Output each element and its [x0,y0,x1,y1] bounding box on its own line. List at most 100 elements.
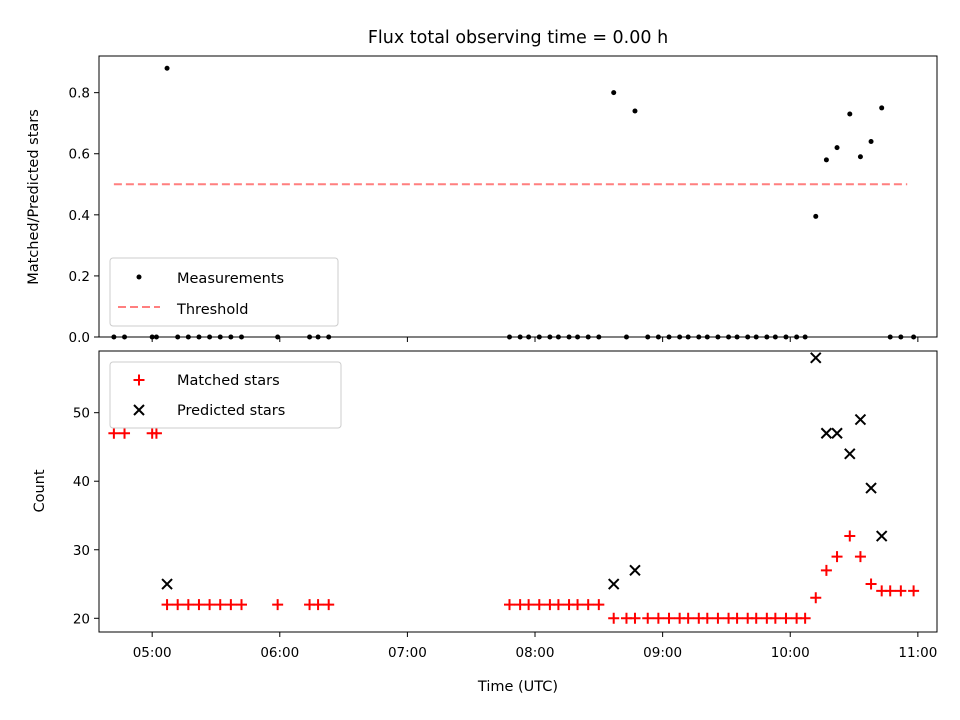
matched-stars-legend-marker [133,374,145,386]
ratio-y-axis-label: Matched/Predicted stars [26,109,42,285]
count-panel: Count Time (UTC) 20 30 40 50 05:00 06:00 07:0… [32,350,938,695]
matched-stars-point [844,530,856,542]
count-y-tick-label: 20 [73,611,90,627]
predicted-stars-point [820,427,833,439]
matched-stars-point [503,599,515,611]
count-y-tick-label: 50 [73,406,90,422]
matched-stars-point [831,551,843,563]
measurement-point [868,139,874,145]
x-tick-label: 09:00 [643,645,682,661]
matched-stars-point [854,551,866,563]
measurement-point [823,157,829,163]
measurement-point [632,108,638,114]
predicted-stars-point [854,413,867,426]
matched-stars-point [712,612,724,624]
matched-stars-point [161,599,173,611]
matched-stars-point [150,427,162,439]
count-y-tick-label: 30 [73,543,90,559]
count-panel-frame [98,350,938,633]
measurement-point [813,213,819,219]
matched-stars-point [593,599,605,611]
ratio-legend: Measurements Threshold [109,257,339,327]
predicted-stars-legend-marker [133,404,145,416]
predicted-stars-point [161,578,173,590]
measurement-point [834,145,840,151]
matched-stars-point [780,612,792,624]
ratio-y-tick-label: 0.4 [69,208,90,224]
matched-stars-point [682,612,694,624]
count-y-axis-label: Count [32,469,48,512]
matched-stars-point [884,585,896,597]
matched-stars-point [750,612,762,624]
measurement-point [879,105,885,111]
ratio-y-ticks: 0.0 0.2 0.4 0.6 0.8 [69,86,99,346]
ratio-x-ticks [151,337,919,342]
matched-stars-point [312,599,324,611]
predicted-stars-point [608,578,620,590]
predicted-stars-point [875,530,888,542]
x-tick-label: 10:00 [771,645,810,661]
matched-stars-point [799,612,811,624]
measurement-point [164,65,170,71]
predicted-stars-point [831,427,843,439]
predicted-stars-point [629,564,641,577]
count-legend-box [109,361,342,429]
matched-stars-point [108,427,120,439]
count-y-ticks: 20 30 40 50 [73,406,99,627]
x-tick-label: 06:00 [260,645,299,661]
matched-stars-point [731,612,743,624]
matched-stars-point [272,599,284,611]
matched-stars-point [663,612,675,624]
count-legend: Matched stars Predicted stars [109,361,342,429]
x-axis-label: Time (UTC) [477,679,558,695]
ratio-y-tick-label: 0.6 [69,147,90,163]
count-y-tick-label: 40 [73,474,90,490]
x-tick-label: 07:00 [388,645,427,661]
matched-stars-point [204,599,216,611]
matched-stars-point [820,564,832,576]
matched-stars-point [323,599,335,611]
matched-stars-point [908,585,920,597]
ratio-panel: Matched/Predicted stars 0.00.20.40.60.8 … [26,55,938,346]
matched-stars-point [642,612,654,624]
matched-stars-point [172,599,184,611]
predicted-stars-legend-label: Predicted stars [177,403,285,419]
matched-stars-point [214,599,226,611]
chart-title: Flux total observing time = 0.00 h [368,28,668,48]
matched-stars-point [629,612,641,624]
count-x-ticks: 05:00 06:00 07:00 08:00 09:00 10:00 11:00 [133,632,937,661]
measurement-point [847,111,853,117]
count-plot-area [108,352,920,624]
x-tick-label: 08:00 [516,645,555,661]
matched-stars-point [533,599,545,611]
ratio-panel-frame [98,55,938,338]
matched-stars-point [652,612,664,624]
matched-stars-point [236,599,248,611]
matched-stars-point [193,599,205,611]
measurement-point [857,154,863,160]
predicted-stars-point [810,352,822,364]
ratio-y-tick-label: 0.2 [69,269,90,285]
x-tick-label: 11:00 [898,645,937,661]
measurements-legend-marker [136,274,142,280]
matched-stars-point [182,599,194,611]
matched-stars-point [225,599,237,611]
matched-stars-legend-label: Matched stars [177,373,280,389]
matched-stars-point [769,612,781,624]
matched-stars-point [608,612,620,624]
matched-stars-point [865,578,877,590]
ratio-y-tick-label: 0.0 [69,330,90,346]
matched-stars-point [701,612,713,624]
matched-stars-point [895,585,907,597]
x-tick-label: 05:00 [133,645,172,661]
measurement-point [611,90,617,96]
ratio-legend-box [109,257,339,327]
predicted-stars-point [844,448,856,460]
matched-stars-point [552,599,564,611]
matched-stars-point [572,599,584,611]
ratio-y-tick-label: 0.8 [69,86,90,102]
matched-stars-point [582,599,594,611]
matched-stars-point [523,599,535,611]
matched-stars-point [119,427,131,439]
